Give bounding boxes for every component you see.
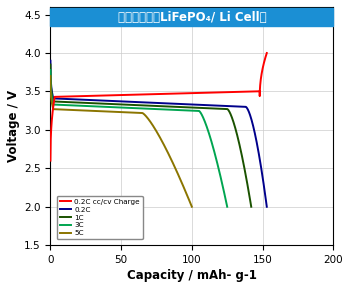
Text: 従来混練機（LiFePO₄/ Li Cell）: 従来混練機（LiFePO₄/ Li Cell） [118,11,266,24]
X-axis label: Capacity / mAh- g-1: Capacity / mAh- g-1 [127,269,257,282]
Bar [50,8,333,26]
Y-axis label: Voltage / V: Voltage / V [7,90,20,162]
Legend: 0.2C cc/cv Charge, 0.2C, 1C, 3C, 5C: 0.2C cc/cv Charge, 0.2C, 1C, 3C, 5C [57,196,143,239]
